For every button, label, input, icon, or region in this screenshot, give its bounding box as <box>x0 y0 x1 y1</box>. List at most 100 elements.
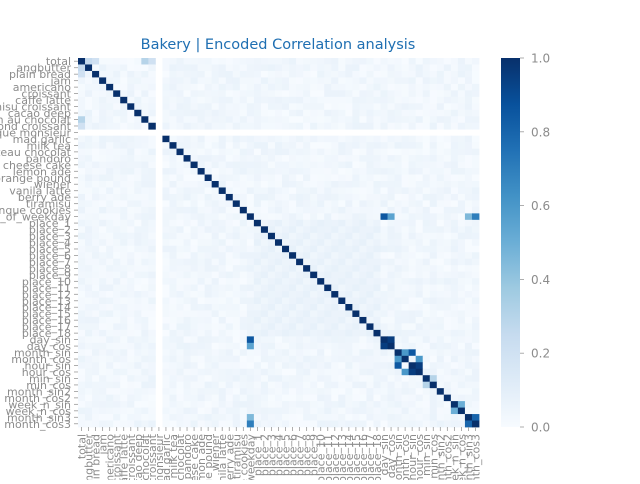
heatmap-cell <box>253 142 262 150</box>
heatmap-cell <box>225 388 234 396</box>
heatmap-cell <box>450 310 459 318</box>
heatmap-cell <box>85 316 93 324</box>
heatmap-cell <box>436 70 445 78</box>
heatmap-cell <box>211 174 220 182</box>
heatmap-cell <box>401 181 410 188</box>
heatmap-cell <box>267 375 276 383</box>
heatmap-cell <box>401 420 410 428</box>
heatmap-cell <box>176 407 184 415</box>
heatmap-cell <box>78 239 86 247</box>
heatmap-cell <box>443 291 452 298</box>
heatmap-cell <box>373 155 381 162</box>
heatmap-cell <box>246 355 255 363</box>
heatmap-cell <box>225 135 234 143</box>
heatmap-cell <box>197 64 206 72</box>
heatmap-cell <box>317 181 325 188</box>
heatmap-cell <box>197 181 206 188</box>
heatmap-cell <box>85 219 93 227</box>
heatmap-cell <box>317 297 325 305</box>
heatmap-cell <box>296 193 304 201</box>
heatmap-cell <box>197 245 206 253</box>
heatmap-cell <box>120 336 128 344</box>
heatmap-cell <box>246 77 255 85</box>
x-tick-label: mad garlic <box>160 434 173 480</box>
heatmap-cell <box>373 193 381 201</box>
heatmap-cell <box>267 90 276 98</box>
heatmap-cell <box>85 401 93 408</box>
heatmap-cell <box>197 284 206 292</box>
heatmap-cell <box>92 323 100 331</box>
y-tick-label: place_1 <box>29 217 71 230</box>
heatmap-cell <box>450 116 459 124</box>
heatmap-cell <box>310 316 318 324</box>
heatmap-cell <box>345 58 353 65</box>
heatmap-cell <box>176 278 184 285</box>
heatmap-cell <box>92 155 100 162</box>
heatmap-cell <box>141 219 149 227</box>
heatmap-cell <box>296 291 304 298</box>
heatmap-cell <box>282 174 290 182</box>
heatmap-cell <box>415 362 424 370</box>
heatmap-cell <box>106 316 114 324</box>
heatmap-cell <box>176 142 184 150</box>
heatmap-cell <box>324 135 332 143</box>
heatmap-cell <box>218 323 227 331</box>
heatmap-cell <box>134 213 142 221</box>
heatmap-cell <box>338 323 346 331</box>
heatmap-cell <box>373 187 381 195</box>
heatmap-cell <box>127 394 135 402</box>
heatmap-cell <box>267 394 276 402</box>
heatmap-cell <box>422 278 431 285</box>
heatmap-cell <box>436 213 445 221</box>
heatmap-cell <box>120 161 128 169</box>
heatmap-cell <box>352 142 360 150</box>
heatmap-cell <box>239 336 248 344</box>
heatmap-cell <box>99 342 107 350</box>
heatmap-cell <box>464 381 473 389</box>
heatmap-cell <box>394 414 403 421</box>
heatmap-cell <box>78 375 86 383</box>
heatmap-cell <box>289 297 297 305</box>
heatmap-cell <box>324 381 332 389</box>
heatmap-cell <box>429 181 438 188</box>
heatmap-cell <box>246 109 255 117</box>
heatmap-cell <box>352 213 360 221</box>
heatmap-cell <box>274 336 283 344</box>
heatmap-cell <box>253 420 262 428</box>
heatmap-cell <box>197 148 206 156</box>
heatmap-cell <box>260 310 269 318</box>
heatmap-cell <box>359 291 367 298</box>
heatmap-cell <box>78 271 86 279</box>
heatmap-cell <box>232 122 241 130</box>
heatmap-cell <box>443 265 452 273</box>
heatmap-cell <box>401 64 410 72</box>
heatmap-cell <box>204 226 213 234</box>
heatmap-cell <box>253 122 262 130</box>
heatmap-cell <box>296 83 304 91</box>
heatmap-cell <box>338 135 346 143</box>
heatmap-cell <box>408 245 417 253</box>
heatmap-cell <box>176 323 184 331</box>
heatmap-cell <box>239 206 248 214</box>
heatmap-cell <box>225 362 234 370</box>
heatmap-cell <box>190 109 198 117</box>
heatmap-cell <box>282 368 290 376</box>
heatmap-cell <box>120 200 128 208</box>
heatmap-cell <box>176 77 184 85</box>
heatmap-cell <box>282 284 290 292</box>
heatmap-cell <box>464 394 473 402</box>
heatmap-cell <box>162 271 170 279</box>
heatmap-cell <box>352 362 360 370</box>
heatmap-cell <box>204 161 213 169</box>
heatmap-cell <box>190 297 198 305</box>
heatmap-cell <box>113 284 121 292</box>
heatmap-cell <box>464 161 473 169</box>
heatmap-cell <box>310 206 318 214</box>
heatmap-cell <box>310 193 318 201</box>
heatmap-cell <box>162 394 170 402</box>
heatmap-cell <box>359 116 367 124</box>
heatmap-cell <box>422 161 431 169</box>
heatmap-cell <box>141 168 149 175</box>
heatmap-cell <box>331 278 339 285</box>
heatmap-cell <box>345 168 353 175</box>
